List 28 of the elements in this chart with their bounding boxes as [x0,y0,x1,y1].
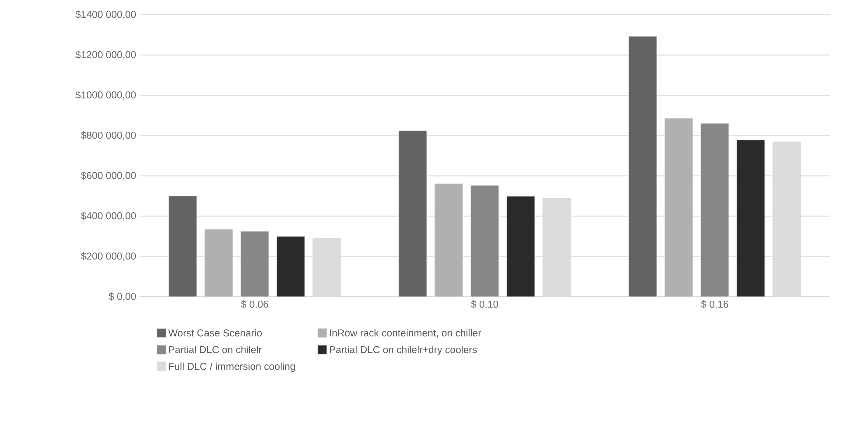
bar [168,196,198,297]
bar [240,231,270,297]
y-tick-label: $200 000,00 [81,252,136,262]
bar [506,196,536,297]
y-tick-label: $600 000,00 [81,172,136,180]
x-tick-label: $ 0.16 [701,300,728,309]
legend-label: Full DLC / immersion cooling [169,362,296,372]
y-tick-label: $800 000,00 [81,132,136,140]
bar [664,118,694,297]
y-tick-label: $1400 000,00 [76,10,136,20]
x-tick-label: $ 0.06 [241,300,268,309]
bar [434,184,464,297]
bar [628,36,658,297]
legend-label: Partial DLC on chilelr [169,346,262,354]
y-tick-label: $1200 000,00 [76,50,136,60]
y-tick-label: $1000 000,00 [76,91,136,100]
legend-label: Partial DLC on chilelr+dry coolers [330,346,478,356]
bar [470,185,500,297]
y-tick-label: $400 000,00 [81,212,136,221]
x-tick-label: $ 0.10 [471,300,498,309]
bar [736,140,766,297]
legend-label: InRow rack conteinment, on chiller [330,329,482,338]
y-tick-label: $ 0,00 [108,292,136,302]
legend-label: Worst Case Scenario [168,329,262,337]
bar [276,236,306,297]
bar [398,130,428,297]
bar [700,123,730,297]
bar [204,229,234,297]
